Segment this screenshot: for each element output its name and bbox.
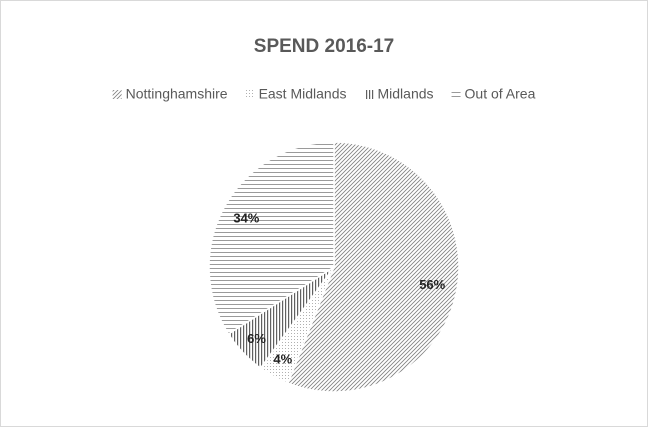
pie-slice: [208, 141, 335, 336]
data-label: 56%: [419, 277, 445, 292]
data-label: 4%: [273, 352, 292, 367]
legend-swatch: [451, 90, 461, 99]
data-label: 6%: [247, 331, 266, 346]
legend-label: Nottinghamshire: [126, 86, 228, 102]
legend: Nottinghamshire East Midlands Midlands Out …: [112, 86, 536, 102]
legend-label: Out of Area: [465, 86, 536, 102]
data-label: 34%: [233, 210, 259, 225]
chart-title: SPEND 2016-17: [254, 36, 394, 57]
pie-slice: [287, 141, 460, 393]
legend-label: East Midlands: [259, 86, 347, 102]
legend-label: Midlands: [378, 86, 434, 102]
legend-swatch: [364, 90, 374, 99]
legend-swatch: [112, 90, 122, 99]
legend-swatch: [245, 90, 255, 99]
